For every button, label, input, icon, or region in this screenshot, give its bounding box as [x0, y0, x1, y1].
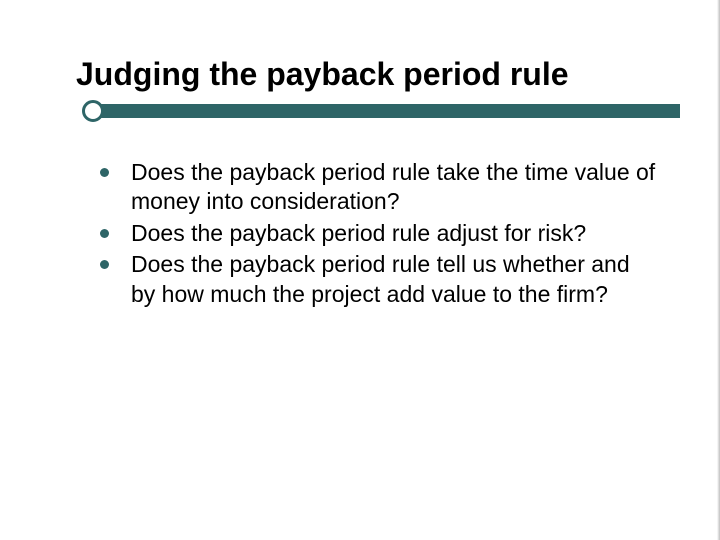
slide-title: Judging the payback period rule — [76, 56, 569, 93]
bullet-text: Does the payback period rule adjust for … — [131, 219, 586, 248]
list-item: Does the payback period rule tell us whe… — [100, 250, 660, 309]
underline-circle-icon — [82, 100, 104, 122]
bullet-text: Does the payback period rule tell us whe… — [131, 250, 660, 309]
slide: Judging the payback period rule Does the… — [0, 0, 720, 540]
slide-body: Does the payback period rule take the ti… — [100, 158, 660, 311]
bullet-icon — [100, 260, 109, 269]
title-underline — [0, 100, 720, 120]
bullet-text: Does the payback period rule take the ti… — [131, 158, 660, 217]
list-item: Does the payback period rule take the ti… — [100, 158, 660, 217]
list-item: Does the payback period rule adjust for … — [100, 219, 660, 248]
bullet-icon — [100, 229, 109, 238]
underline-bar — [96, 104, 680, 118]
bullet-icon — [100, 168, 109, 177]
